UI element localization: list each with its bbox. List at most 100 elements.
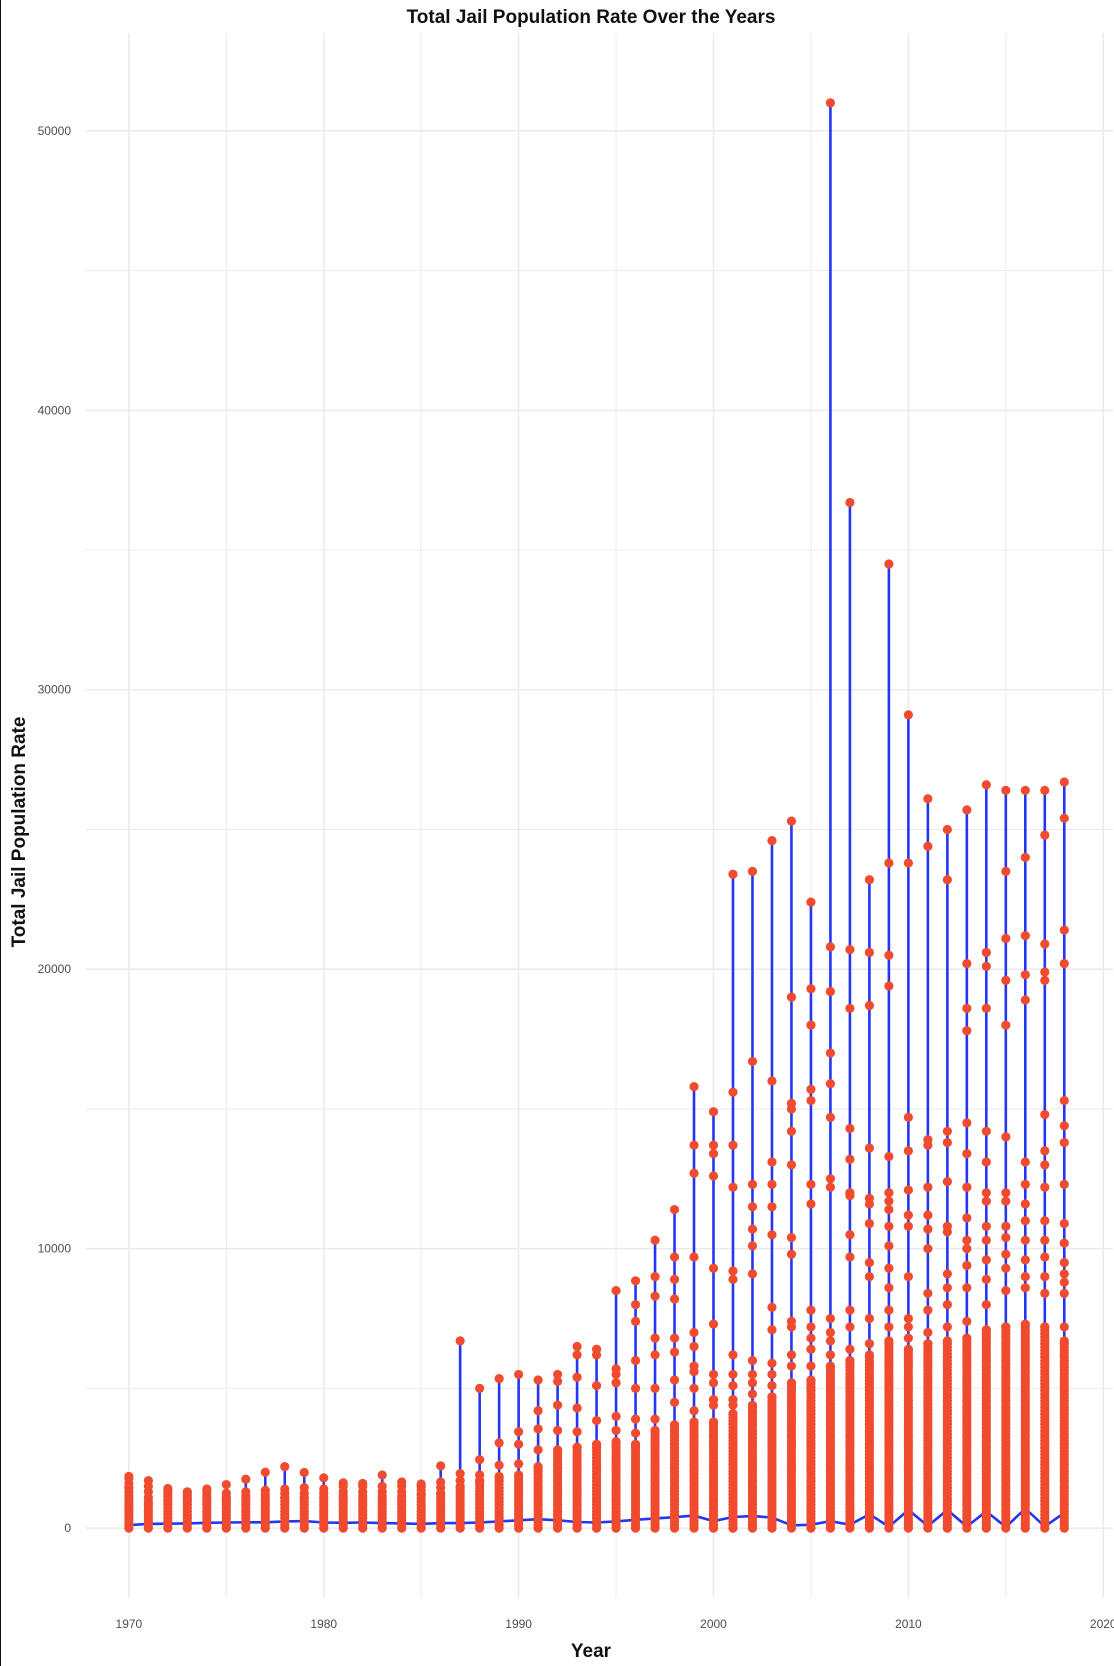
data-point (884, 1188, 894, 1198)
data-point (903, 1344, 913, 1354)
data-point-max (553, 1369, 563, 1380)
x-tick-label: 2020 (1090, 1617, 1114, 1631)
data-point (903, 1272, 913, 1282)
data-point (1059, 1218, 1069, 1229)
data-point (806, 1020, 816, 1030)
data-point (767, 1302, 777, 1312)
data-point (669, 1397, 680, 1407)
data-point-max (630, 1276, 641, 1286)
data-point-max (689, 1081, 699, 1092)
data-point (455, 1469, 465, 1479)
data-point-max (358, 1478, 368, 1489)
data-point (806, 1344, 816, 1354)
data-point (514, 1470, 524, 1480)
x-axis-title: Year (571, 1641, 612, 1662)
data-point (241, 1494, 251, 1504)
data-point (455, 1481, 465, 1491)
data-point (1020, 1157, 1030, 1167)
data-point (1059, 1269, 1069, 1279)
data-point (962, 959, 972, 969)
data-point-max (1059, 777, 1069, 787)
data-point (981, 1235, 991, 1245)
data-point (981, 1255, 991, 1265)
data-point (1059, 1322, 1069, 1332)
data-point (942, 1322, 952, 1332)
data-point-max (221, 1479, 231, 1490)
x-tick-label: 2000 (700, 1617, 727, 1631)
data-point (1020, 970, 1030, 980)
data-point (475, 1476, 485, 1486)
data-point (806, 1333, 816, 1343)
data-point (533, 1462, 543, 1472)
data-point (1040, 939, 1050, 949)
data-point (884, 950, 894, 960)
data-point (786, 992, 797, 1002)
data-point (553, 1445, 563, 1455)
data-point (864, 1000, 875, 1011)
data-point (1059, 1137, 1069, 1148)
data-point (553, 1425, 563, 1435)
data-point (767, 1202, 777, 1212)
data-point-max (338, 1478, 348, 1488)
data-point-max (864, 875, 875, 885)
data-point-max (143, 1476, 153, 1486)
data-point (923, 1244, 933, 1254)
data-point (1001, 1322, 1011, 1332)
data-point (806, 984, 816, 994)
data-point (650, 1272, 660, 1282)
data-point (806, 1375, 816, 1385)
data-point (942, 1336, 952, 1346)
data-point (728, 1400, 738, 1410)
data-point (358, 1491, 368, 1501)
data-point (1001, 933, 1011, 944)
data-point-max (825, 98, 836, 108)
data-point (981, 1126, 991, 1136)
data-point-max (260, 1467, 270, 1477)
data-point (689, 1417, 699, 1427)
data-point (747, 1269, 758, 1279)
data-point (942, 1283, 952, 1293)
data-point (572, 1403, 582, 1413)
data-point (864, 1339, 875, 1349)
data-point (962, 1283, 972, 1293)
data-point (962, 1333, 972, 1343)
data-point (767, 1230, 777, 1240)
data-point (630, 1414, 641, 1424)
data-point-max (436, 1461, 446, 1471)
data-point (962, 1182, 972, 1192)
data-point (845, 1344, 855, 1354)
data-point-max (903, 710, 913, 720)
data-point (923, 1327, 933, 1338)
data-point (728, 1140, 738, 1150)
data-point (1020, 1283, 1030, 1293)
data-point (806, 1084, 816, 1094)
data-point-max (299, 1467, 309, 1478)
data-point (786, 1361, 797, 1371)
data-point (845, 1154, 855, 1164)
data-point (1040, 1288, 1050, 1298)
data-point (708, 1171, 719, 1181)
data-point (981, 1221, 991, 1231)
data-point-max (845, 497, 855, 508)
data-point (864, 1143, 875, 1153)
data-point (747, 1369, 758, 1380)
data-point (1040, 1109, 1050, 1120)
data-point (825, 1048, 836, 1058)
data-point (708, 1378, 719, 1388)
data-point (747, 1389, 758, 1399)
data-point (728, 1408, 738, 1419)
data-point (903, 858, 913, 868)
data-point (962, 1003, 972, 1013)
data-point (669, 1375, 680, 1385)
data-point (806, 1179, 816, 1189)
data-point (864, 1313, 875, 1324)
y-tick-label: 50000 (38, 124, 72, 138)
data-point (786, 1350, 797, 1360)
data-point (728, 1369, 738, 1380)
data-point (689, 1327, 699, 1338)
data-point (845, 1190, 855, 1201)
data-point (942, 1227, 952, 1237)
data-point (884, 1151, 894, 1162)
data-point (1040, 1216, 1050, 1226)
